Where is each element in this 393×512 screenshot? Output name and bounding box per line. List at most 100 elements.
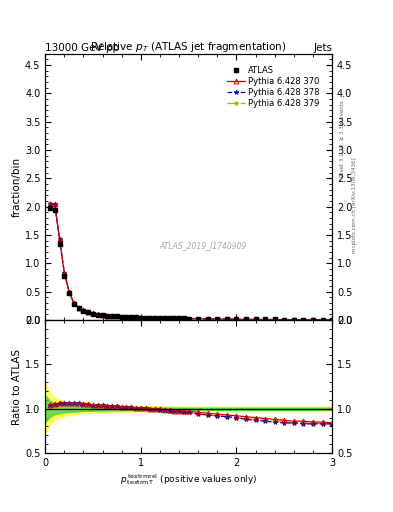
Pythia 6.428 379 — [95, 311, 100, 317]
Pythia 6.428 378 — [320, 317, 325, 323]
Pythia 6.428 379 — [186, 315, 191, 322]
Pythia 6.428 378 — [52, 201, 57, 207]
Pythia 6.428 379 — [301, 316, 306, 323]
Pythia 6.428 379 — [134, 314, 138, 321]
Pythia 6.428 379 — [57, 236, 62, 242]
Pythia 6.428 378 — [177, 315, 182, 322]
Pythia 6.428 379 — [100, 312, 105, 318]
Pythia 6.428 378 — [115, 313, 119, 319]
Pythia 6.428 379 — [253, 316, 258, 323]
Pythia 6.428 378 — [153, 315, 158, 321]
Text: ATLAS_2019_I1740909: ATLAS_2019_I1740909 — [159, 241, 247, 250]
Pythia 6.428 378 — [162, 315, 167, 321]
Pythia 6.428 378 — [301, 316, 306, 323]
Pythia 6.428 379 — [76, 305, 81, 311]
Legend: ATLAS, Pythia 6.428 370, Pythia 6.428 378, Pythia 6.428 379: ATLAS, Pythia 6.428 370, Pythia 6.428 37… — [224, 63, 322, 111]
Pythia 6.428 378 — [206, 316, 210, 322]
Pythia 6.428 379 — [81, 307, 86, 313]
Pythia 6.428 379 — [272, 316, 277, 323]
Pythia 6.428 378 — [105, 312, 110, 318]
Pythia 6.428 370 — [167, 315, 172, 322]
Pythia 6.428 370 — [177, 315, 182, 322]
Pythia 6.428 378 — [67, 289, 72, 295]
Pythia 6.428 378 — [129, 314, 134, 320]
Pythia 6.428 378 — [76, 305, 81, 311]
Pythia 6.428 378 — [158, 315, 162, 321]
Pythia 6.428 379 — [244, 316, 248, 323]
Pythia 6.428 378 — [100, 312, 105, 318]
Pythia 6.428 370 — [153, 315, 158, 321]
Pythia 6.428 379 — [310, 316, 315, 323]
Title: Relative $p_T$ (ATLAS jet fragmentation): Relative $p_T$ (ATLAS jet fragmentation) — [90, 40, 287, 54]
Pythia 6.428 370 — [110, 313, 114, 319]
Pythia 6.428 370 — [263, 316, 268, 323]
Pythia 6.428 370 — [320, 317, 325, 323]
Pythia 6.428 370 — [52, 201, 57, 207]
Pythia 6.428 370 — [215, 316, 220, 322]
Line: Pythia 6.428 370: Pythia 6.428 370 — [48, 202, 334, 322]
Pythia 6.428 370 — [91, 310, 95, 316]
Pythia 6.428 378 — [57, 236, 62, 242]
Pythia 6.428 370 — [72, 300, 76, 306]
Pythia 6.428 379 — [148, 315, 153, 321]
Text: mcplots.cern.ch [arXiv:1306.3436]: mcplots.cern.ch [arXiv:1306.3436] — [352, 157, 357, 252]
Pythia 6.428 370 — [76, 305, 81, 311]
Pythia 6.428 370 — [224, 316, 229, 322]
Pythia 6.428 370 — [119, 313, 124, 319]
Pythia 6.428 379 — [167, 315, 172, 322]
Y-axis label: Ratio to ATLAS: Ratio to ATLAS — [12, 349, 22, 424]
Pythia 6.428 378 — [182, 315, 186, 322]
Pythia 6.428 370 — [182, 315, 186, 322]
Pythia 6.428 378 — [253, 316, 258, 323]
Pythia 6.428 379 — [172, 315, 177, 322]
Pythia 6.428 370 — [244, 316, 248, 323]
X-axis label: $p_{\,\mathrm{textrm{T}}}^{\,\mathrm{textrm{rel}}}$ (positive values only): $p_{\,\mathrm{textrm{T}}}^{\,\mathrm{tex… — [120, 472, 257, 487]
Pythia 6.428 378 — [330, 317, 334, 323]
Pythia 6.428 370 — [330, 317, 334, 323]
Pythia 6.428 378 — [95, 311, 100, 317]
Pythia 6.428 370 — [57, 236, 62, 242]
Pythia 6.428 379 — [48, 200, 52, 206]
Pythia 6.428 370 — [138, 314, 143, 321]
Pythia 6.428 378 — [292, 316, 296, 323]
Pythia 6.428 370 — [234, 316, 239, 323]
Pythia 6.428 370 — [115, 313, 119, 319]
Line: Pythia 6.428 379: Pythia 6.428 379 — [48, 200, 334, 322]
Pythia 6.428 378 — [91, 310, 95, 316]
Pythia 6.428 370 — [124, 314, 129, 320]
Pythia 6.428 378 — [310, 316, 315, 323]
Pythia 6.428 379 — [105, 312, 110, 318]
Pythia 6.428 379 — [143, 314, 148, 321]
Pythia 6.428 378 — [167, 315, 172, 322]
Pythia 6.428 370 — [148, 315, 153, 321]
Pythia 6.428 370 — [129, 314, 134, 320]
Pythia 6.428 379 — [182, 315, 186, 322]
Pythia 6.428 379 — [263, 316, 268, 323]
Pythia 6.428 379 — [215, 316, 220, 322]
Pythia 6.428 379 — [86, 309, 90, 315]
Pythia 6.428 378 — [143, 314, 148, 321]
Pythia 6.428 378 — [272, 316, 277, 323]
Pythia 6.428 370 — [162, 315, 167, 321]
Pythia 6.428 370 — [196, 316, 200, 322]
Pythia 6.428 378 — [119, 313, 124, 319]
Pythia 6.428 379 — [124, 314, 129, 320]
Pythia 6.428 370 — [105, 312, 110, 318]
Text: Rivet 3.1.10, ≥ 3.3M events: Rivet 3.1.10, ≥ 3.3M events — [340, 100, 345, 177]
Pythia 6.428 379 — [119, 313, 124, 319]
Pythia 6.428 379 — [72, 300, 76, 306]
Pythia 6.428 379 — [320, 317, 325, 323]
Pythia 6.428 378 — [148, 315, 153, 321]
Pythia 6.428 379 — [292, 316, 296, 323]
Pythia 6.428 379 — [138, 314, 143, 321]
Pythia 6.428 378 — [263, 316, 268, 323]
Pythia 6.428 378 — [282, 316, 286, 323]
Pythia 6.428 379 — [196, 316, 200, 322]
Pythia 6.428 370 — [253, 316, 258, 323]
Pythia 6.428 378 — [110, 313, 114, 319]
Pythia 6.428 379 — [62, 270, 67, 276]
Text: 13000 GeV pp: 13000 GeV pp — [45, 42, 119, 53]
Pythia 6.428 379 — [177, 315, 182, 322]
Pythia 6.428 379 — [330, 317, 334, 323]
Pythia 6.428 370 — [100, 312, 105, 318]
